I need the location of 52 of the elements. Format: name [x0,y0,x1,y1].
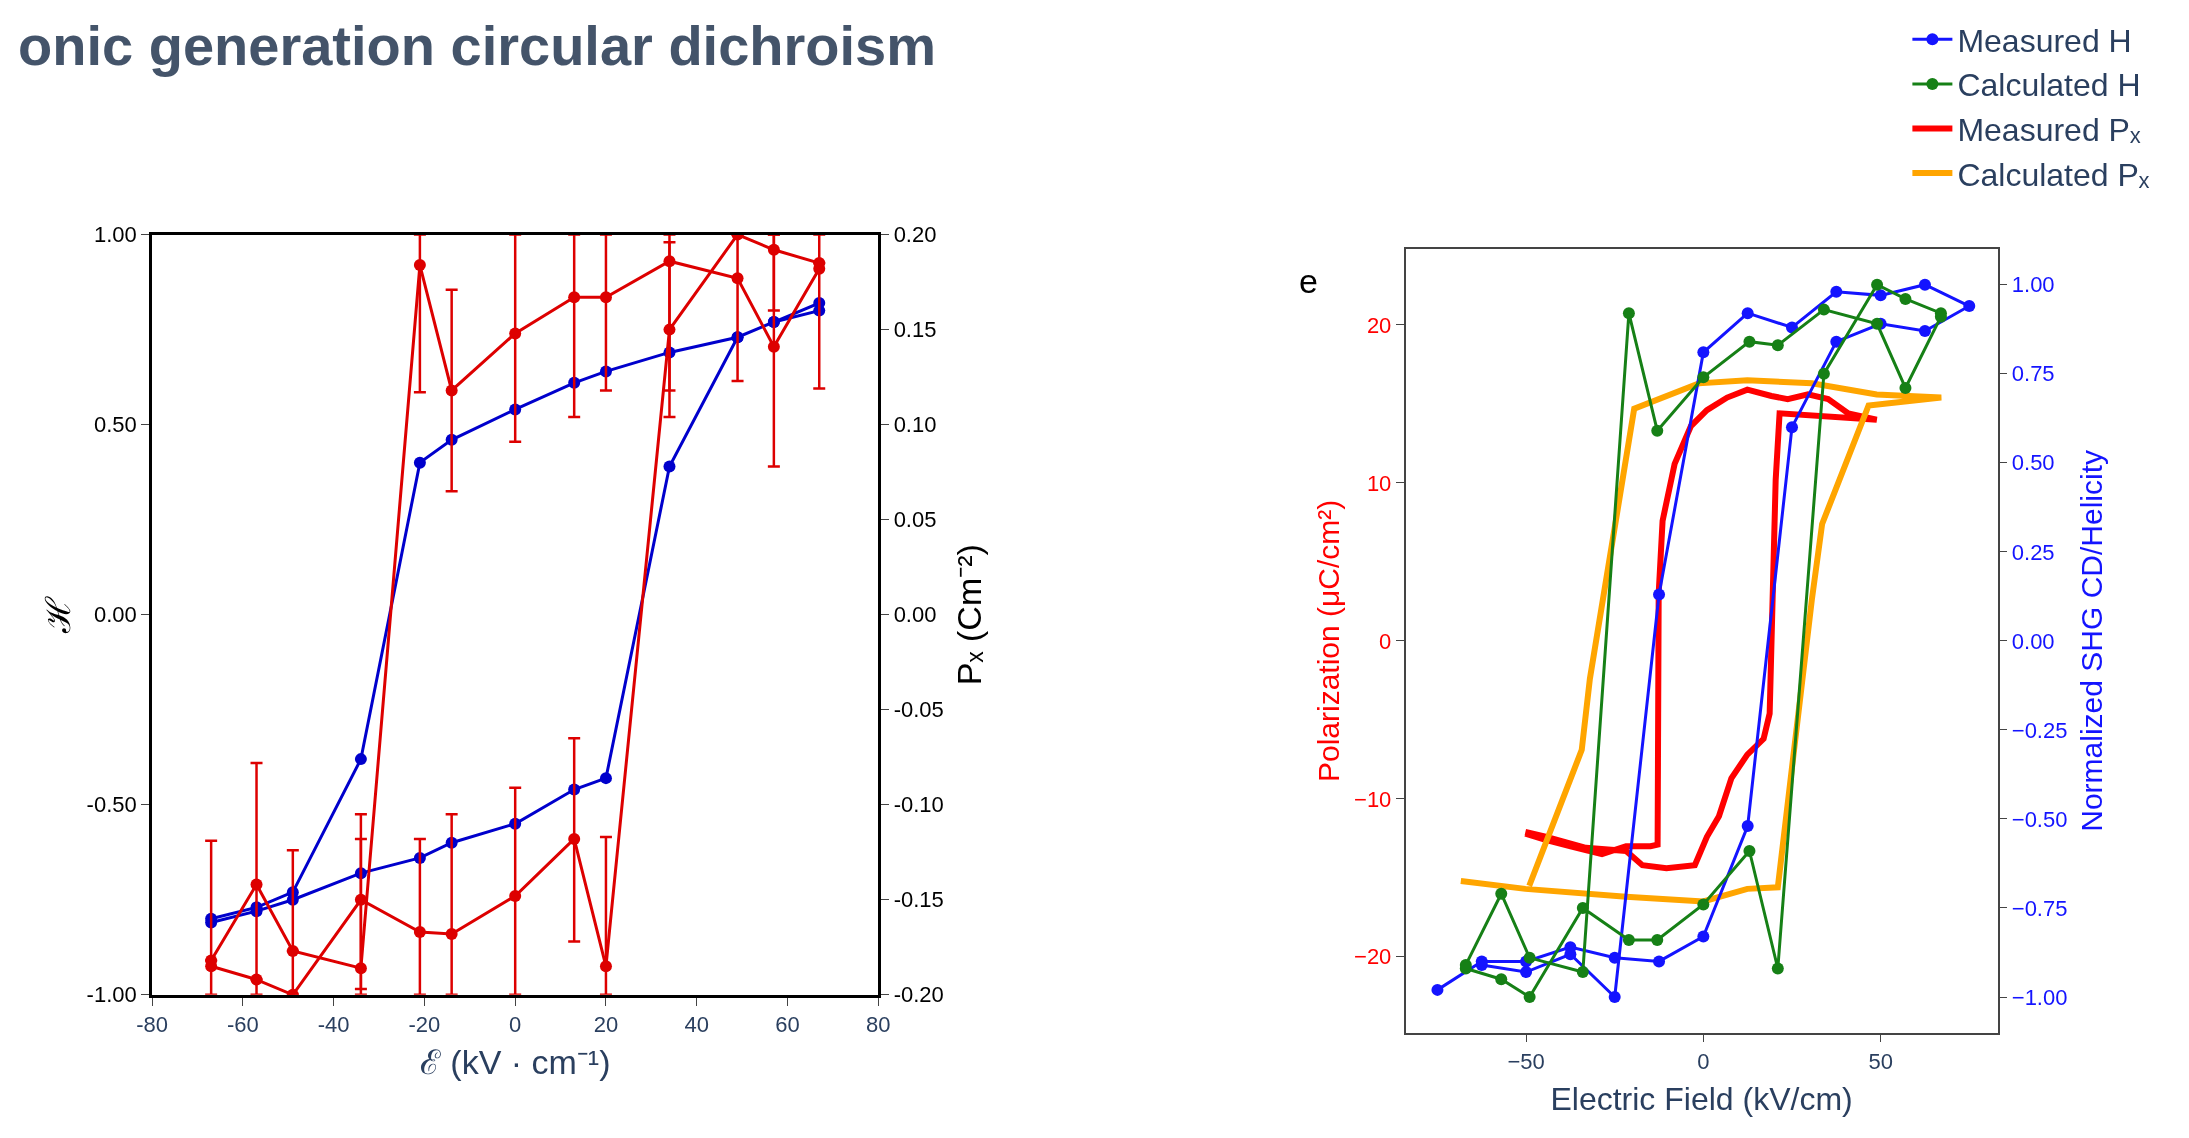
x-tick-label: -20 [408,1012,441,1038]
y-tick-label: 0.50 [93,412,137,438]
x-tick-label: 50 [1868,1048,1893,1074]
y-tick-label: -1.00 [86,982,137,1008]
x-tick-label: -80 [136,1012,169,1038]
y2-tick-label: 1.00 [2011,272,2055,298]
y-tick-label: −20 [1354,944,1392,970]
x-axis-title: Electric Field (kV/cm) [1550,1081,1853,1118]
legend-label: Calculated Pₓ [1957,156,2150,193]
y-tick-label: 10 [1366,470,1392,496]
x-tick-label: 60 [775,1012,800,1038]
y2-tick-label: 0.25 [2011,539,2055,565]
x-tick-label: 80 [866,1012,891,1038]
x-tick-label: 40 [684,1012,709,1038]
y2-tick-label: 0.10 [893,412,937,438]
text: e [1299,262,1318,300]
y2-axis-title: Normalized SHG CD/Helicity [2075,449,2109,832]
y2-tick-label: 0.05 [893,507,937,533]
y2-tick-label: 0.00 [893,602,937,628]
x-tick-label: -40 [317,1012,350,1038]
y2-tick-label: 0.20 [893,222,937,248]
x-tick-label: -60 [227,1012,259,1038]
y2-tick-label: 0.75 [2011,361,2055,387]
y2-axis-title: Pₓ (Cm⁻²) [950,544,989,686]
y2-tick-label: −0.50 [2011,806,2068,832]
y-tick-label: 0 [1379,628,1392,654]
y2-tick-label: -0.15 [893,887,944,913]
legend-label: Calculated H [1957,67,2141,104]
y-axis-title: Polarization (μC/cm²) [1311,499,1345,783]
y2-tick-label: -0.10 [893,792,944,818]
y2-tick-label: 0.15 [893,317,937,343]
y-tick-label: 0.00 [93,602,137,628]
x-tick-label: −50 [1507,1048,1545,1074]
y-axis-title: ℋ [39,595,78,634]
y-tick-label: 20 [1366,312,1392,338]
legend-label: Measured Pₓ [1957,111,2141,148]
y2-tick-label: −0.75 [2011,895,2068,921]
y2-tick-label: -0.05 [893,697,944,723]
legend-label: Measured H [1957,22,2132,59]
y-tick-label: -0.50 [86,792,137,818]
y2-tick-label: 0.50 [2011,450,2055,476]
y2-tick-label: 0.00 [2011,628,2055,654]
y2-tick-label: −1.00 [2011,984,2068,1010]
x-tick-label: 0 [509,1012,522,1038]
y2-tick-label: −0.25 [2011,717,2068,743]
x-tick-label: 20 [593,1012,619,1038]
x-axis-title: ℰ (kV · cm⁻¹) [419,1043,611,1082]
x-tick-label: 0 [1697,1048,1710,1074]
chart-title: onic generation circular dichroism [18,14,937,77]
y2-tick-label: -0.20 [893,982,944,1008]
y-tick-label: −10 [1354,786,1392,812]
y-tick-label: 1.00 [93,222,137,248]
